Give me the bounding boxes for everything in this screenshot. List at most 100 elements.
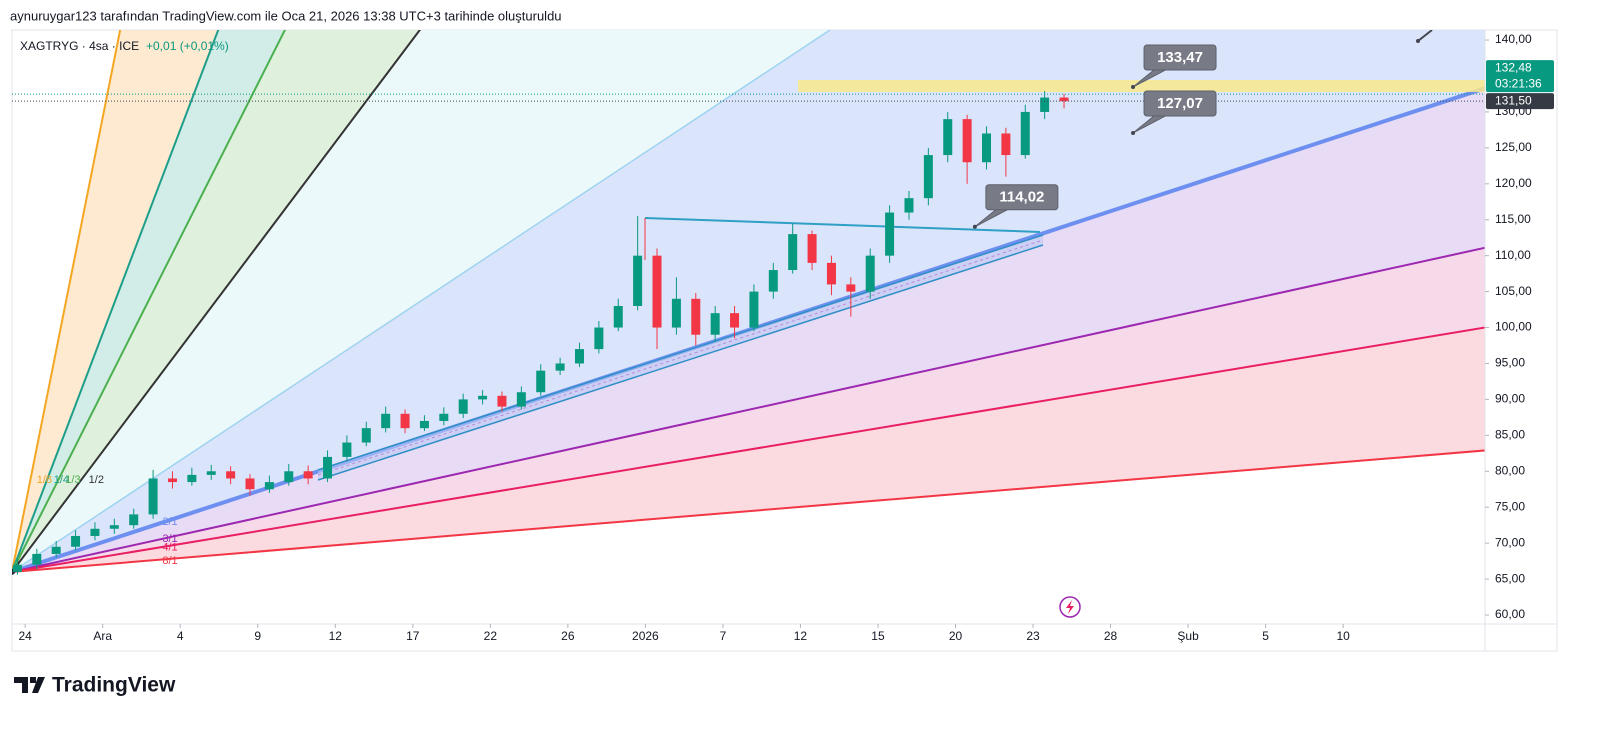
- candle-body: [400, 413, 410, 429]
- candle-body: [90, 528, 100, 536]
- prev-close-box: [1486, 93, 1554, 110]
- candle-body: [885, 212, 895, 256]
- candle-body: [691, 298, 701, 335]
- candle-body: [943, 119, 953, 156]
- x-tick-label: 9: [254, 629, 261, 643]
- candle-body: [865, 255, 875, 292]
- candle-body: [574, 349, 584, 364]
- candle-body: [1059, 97, 1069, 102]
- last-price-label: 132,48: [1495, 60, 1532, 74]
- x-tick-label: 10: [1336, 629, 1350, 643]
- candle-body: [730, 313, 740, 328]
- candle-body: [32, 553, 42, 565]
- y-tick-label: 60,00: [1495, 607, 1525, 621]
- candle-body: [982, 133, 992, 163]
- candle-body: [245, 478, 255, 490]
- x-tick-label: 23: [1026, 629, 1040, 643]
- candle-body: [71, 535, 81, 547]
- logo: TradingView: [14, 674, 176, 697]
- candle-body: [710, 313, 720, 335]
- candle-body: [342, 442, 352, 457]
- y-tick-label: 75,00: [1495, 499, 1525, 513]
- candle-body: [12, 564, 22, 572]
- fan-label: 2/1: [162, 516, 177, 528]
- candles: [12, 91, 1069, 575]
- fan-label: 3/1: [162, 533, 177, 545]
- candle-body: [167, 478, 177, 483]
- fan-label: 1/3: [65, 474, 80, 486]
- candle-body: [962, 119, 972, 163]
- candle-body: [284, 471, 294, 483]
- y-tick-label: 140,00: [1495, 32, 1532, 46]
- candle-body: [652, 255, 662, 328]
- channel-line: [317, 244, 1044, 481]
- x-tick-label: 12: [794, 629, 808, 643]
- y-tick-label: 115,00: [1495, 212, 1531, 226]
- y-tick-label: 65,00: [1495, 571, 1525, 585]
- x-tick-label: 26: [561, 629, 575, 643]
- candle-body: [807, 234, 817, 263]
- candle-body: [109, 525, 119, 529]
- x-tick-label: 15: [871, 629, 885, 643]
- x-tick-label: 28: [1104, 629, 1118, 643]
- candle-body: [923, 155, 933, 199]
- y-tick-label: 120,00: [1495, 176, 1532, 190]
- axes: 60,00 65,00 70,00 75,00 80,00 85,00 90,00 95,00…: [12, 30, 1557, 651]
- candle-body: [826, 262, 836, 285]
- y-tick-label: 90,00: [1495, 392, 1525, 406]
- arrow-anchor: [1416, 39, 1420, 43]
- candle-body: [633, 255, 643, 306]
- countdown-label: 03:21:36: [1495, 76, 1542, 90]
- y-tick-label: 125,00: [1495, 140, 1532, 154]
- candle-body: [226, 471, 236, 479]
- trend-line: [644, 217, 1041, 233]
- logo-text: TradingView: [52, 674, 176, 697]
- drawings: [317, 30, 1485, 481]
- candle-body: [323, 456, 333, 479]
- callouts: 133,47 127,07 114,02: [972, 44, 1217, 229]
- change: +0,01 (+0,01%): [146, 39, 229, 53]
- x-tick-label: 22: [484, 629, 498, 643]
- callout-label: 127,07: [1157, 95, 1203, 112]
- candle-body: [1001, 133, 1011, 156]
- candle-body: [478, 395, 488, 400]
- fan-label: 8/1: [162, 555, 177, 567]
- candle-body: [303, 471, 313, 479]
- callout-anchor: [972, 224, 977, 229]
- channel-mid: [317, 239, 1044, 476]
- candle-body: [613, 305, 623, 328]
- candle-body: [904, 198, 914, 213]
- candle-body: [1040, 97, 1050, 112]
- candle-body: [148, 478, 158, 515]
- callout-box: [1143, 44, 1217, 71]
- candle-body: [419, 420, 429, 429]
- candle-body: [594, 327, 604, 350]
- candle-body: [381, 413, 391, 429]
- candle-body: [536, 370, 546, 393]
- y-tick-label: 110,00: [1495, 248, 1531, 262]
- candle-body: [51, 546, 61, 554]
- prev-close-label: 131,50: [1495, 93, 1532, 107]
- y-tick-label: 100,00: [1495, 320, 1532, 334]
- candle-body: [846, 284, 856, 292]
- callout-box: [1143, 90, 1217, 117]
- x-tick-label: 20: [949, 629, 963, 643]
- callout-label: 133,47: [1157, 49, 1203, 66]
- x-tick-label: 12: [329, 629, 343, 643]
- fan-label: 4/1: [162, 542, 177, 554]
- attribution: aynuruygar123 tarafından TradingView.com…: [10, 8, 562, 23]
- symbol: XAGTRYG · 4sa · ICE: [20, 39, 139, 53]
- x-tick-label: Ara: [93, 629, 112, 643]
- x-tick-label: 24: [18, 629, 32, 643]
- callout-anchor: [1131, 130, 1136, 135]
- channel-line: [317, 234, 1044, 471]
- last-price-box: [1486, 60, 1554, 93]
- fan-fill: [12, 30, 1485, 572]
- x-tick-label: 17: [406, 629, 420, 643]
- candle-body: [1020, 111, 1030, 156]
- fan-label: 1/4: [54, 474, 69, 486]
- candle-body: [788, 234, 798, 271]
- candle-body: [458, 399, 468, 414]
